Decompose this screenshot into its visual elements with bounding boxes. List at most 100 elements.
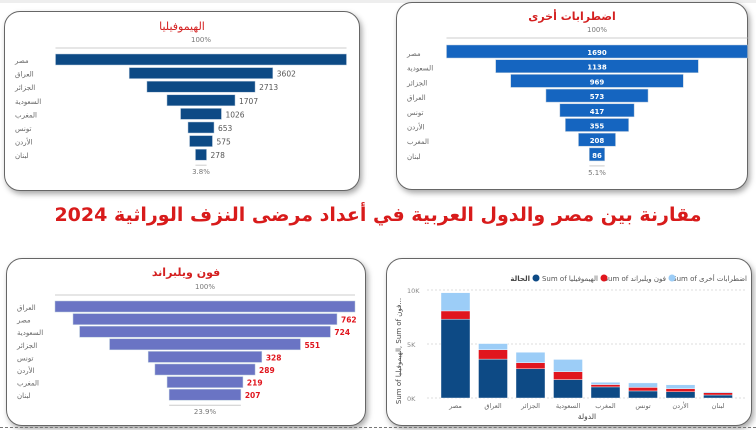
hemophilia-funnel-panel[interactable]: الهيموفيليا 100% مصر العراق 3602 الجزائر 2713… [4,11,360,191]
category-label: السعودية [15,98,41,106]
data-label: 762 [341,316,357,325]
data-label: 219 [247,379,263,388]
funnel-bar [154,363,256,376]
canvas-border [0,427,756,428]
other-disorders-funnel-panel[interactable]: اضطرابات أخرى 100% مصر 1690 السعودية 1138 الج… [396,2,748,190]
data-label: 1026 [225,110,244,119]
data-label: 551 [304,341,320,350]
data-label: 1138 [587,64,607,72]
data-label: 86 [592,152,602,160]
vwd-funnel: 100% العراق مصر 762 السعودية 724 الجزائر 551 تون… [16,283,357,416]
funnel-bar [166,376,244,388]
category-label: الجزائر [406,79,427,87]
funnel-bar [55,53,347,66]
bar-segment [703,392,733,396]
funnel-bar [128,67,274,79]
other-disorders-funnel: 100% مصر 1690 السعودية 1138 الجزائر 969 العراق 5… [406,26,748,177]
bar-segment [590,384,621,388]
category-label: الأردن [407,123,425,132]
data-label: 724 [334,328,350,337]
bar-segment [665,391,696,399]
bar-segment [553,379,583,399]
category-label: مصر [14,57,29,65]
funnel-bar [578,132,616,147]
y-tick-label: 10K [407,287,420,295]
funnel-bar [187,121,215,134]
legend-title: الحالة [510,275,530,283]
funnel-bar [589,147,605,162]
data-label: 1690 [587,49,607,57]
bar-segment [665,388,696,392]
x-tick-label: مصر [448,402,462,410]
category-label: لبنان [407,153,421,161]
funnel-bar [79,325,331,338]
bottom-percent-label: 3.8% [192,168,210,176]
bar-segment [703,394,733,399]
legend-marker [600,274,608,282]
bar-segment [515,352,546,363]
data-label: 208 [590,137,605,145]
category-label: العراق [407,94,426,102]
bar-segment [515,368,546,399]
data-label: 328 [266,353,282,362]
category-label: المغرب [17,380,39,388]
x-axis-title: الدولة [578,412,596,421]
bar-segment [590,382,621,385]
funnel-bar [545,88,649,103]
top-percent-label: 100% [195,283,215,291]
funnel-bar [446,44,748,59]
hemophilia-funnel: 100% مصر العراق 3602 الجزائر 2713 السعودية 1707… [14,36,347,176]
category-label: الجزائر [14,84,35,92]
category-label: المغرب [15,111,37,119]
legend-marker [668,274,676,282]
category-label: الأردن [15,138,33,147]
bar-segment [628,382,658,388]
bar-segment [628,387,658,392]
category-label: تونس [15,125,31,133]
funnel-bar [146,80,256,93]
bar-segment [478,343,508,350]
category-label: السعودية [17,329,43,337]
bar-segment [440,318,471,399]
data-label: 278 [211,151,226,160]
data-label: 1707 [239,97,258,106]
vwd-funnel-panel[interactable]: فون ويلبراند 100% العراق مصر 762 السعودية 724… [6,258,366,426]
page-title: مقارنة بين مصر والدول العربية في أعداد م… [54,204,702,226]
stacked-bar-panel[interactable]: 0K 5K 10K Sum of اضطرابات أخرى Sum of فون وي… [386,258,752,426]
data-label: 573 [590,93,605,101]
data-label: 653 [218,124,233,133]
funnel-bar [180,108,222,120]
legend-label: Sum of الهيموفيليا [542,275,598,283]
stacked-bar-chart: 0K 5K 10K Sum of اضطرابات أخرى Sum of فون وي… [395,274,747,421]
x-tick-label: السعودية [556,402,580,410]
bar-segment [553,359,583,372]
funnel-bar [559,103,635,118]
funnel-bar [147,351,263,363]
top-bar [0,0,756,3]
category-label: مصر [16,317,31,325]
data-label: 417 [590,108,605,116]
category-label: مصر [406,50,421,58]
data-label: 3602 [277,70,296,79]
y-tick-label: 0K [407,395,416,403]
x-tick-label: الأردن [672,401,689,410]
bar-segment [440,310,471,320]
bottom-percent-label: 23.9% [194,408,217,416]
category-label: المغرب [407,138,429,146]
bottom-percent-label: 5.1% [588,169,606,177]
bar-segment [628,390,658,399]
data-label: 355 [590,123,605,131]
funnel-bar [189,135,213,147]
data-label: 575 [216,138,231,147]
category-label: السعودية [407,65,433,73]
y-axis-title: Sum of الهيموفيليا, Sum of فون... [395,298,403,404]
legend-marker [532,274,540,282]
funnel-bar [166,94,236,107]
hemophilia-funnel-title: الهيموفيليا [159,20,205,33]
other-disorders-funnel-title: اضطرابات أخرى [528,10,616,23]
y-tick-label: 5K [407,341,416,349]
funnel-bar [109,338,301,351]
data-label: 207 [245,391,261,400]
vwd-funnel-title: فون ويلبراند [151,266,221,279]
bar-segment [478,358,508,399]
